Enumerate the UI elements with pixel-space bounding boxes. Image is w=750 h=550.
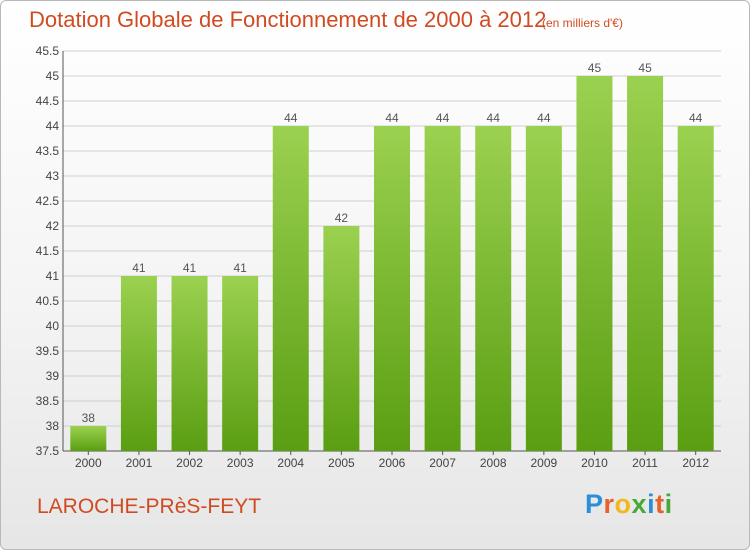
y-tick-label: 39.5 — [36, 344, 60, 358]
bar — [272, 126, 309, 451]
data-label: 38 — [82, 411, 96, 425]
logo-letter: x — [631, 489, 648, 519]
x-tick-label: 2000 — [75, 456, 102, 470]
x-tick-label: 2012 — [682, 456, 709, 470]
x-tick-label: 2004 — [277, 456, 304, 470]
x-tick-label: 2002 — [176, 456, 203, 470]
y-tick-label: 38.5 — [36, 394, 60, 408]
x-tick-label: 2007 — [429, 456, 456, 470]
x-tick-label: 2005 — [328, 456, 355, 470]
y-tick-label: 40 — [46, 319, 60, 333]
x-tick-label: 2003 — [227, 456, 254, 470]
chart-unit-label: (en milliers d'€) — [542, 16, 623, 30]
y-tick-label: 42.5 — [36, 194, 60, 208]
data-label: 41 — [233, 261, 247, 275]
y-tick-label: 45 — [46, 69, 60, 83]
y-tick-label: 45.5 — [36, 44, 60, 58]
x-tick-label: 2008 — [480, 456, 507, 470]
y-tick-label: 43.5 — [36, 144, 60, 158]
x-tick-label: 2001 — [126, 456, 153, 470]
bar — [627, 76, 664, 451]
data-label: 44 — [436, 111, 450, 125]
data-label: 41 — [183, 261, 197, 275]
data-label: 44 — [689, 111, 703, 125]
bar — [576, 76, 613, 451]
bar — [222, 276, 259, 451]
bar — [323, 226, 360, 451]
y-tick-label: 41.5 — [36, 244, 60, 258]
logo-letter: o — [614, 489, 632, 519]
y-tick-label: 39 — [46, 369, 60, 383]
y-tick-label: 37.5 — [36, 444, 60, 458]
logo-letter: i — [647, 489, 656, 519]
data-label: 41 — [132, 261, 146, 275]
y-tick-label: 42 — [46, 219, 60, 233]
bar — [70, 426, 107, 451]
y-tick-label: 44 — [46, 119, 60, 133]
bar — [374, 126, 410, 451]
data-label: 44 — [487, 111, 501, 125]
bar — [677, 126, 714, 451]
data-label: 42 — [335, 211, 349, 225]
chart-title: Dotation Globale de Fonctionnement de 20… — [29, 7, 547, 32]
bar — [424, 126, 461, 451]
y-tick-label: 43 — [46, 169, 60, 183]
data-label: 44 — [537, 111, 551, 125]
bar — [171, 276, 208, 451]
bar — [475, 126, 512, 451]
logo-letter: t — [655, 489, 665, 519]
x-tick-label: 2011 — [632, 456, 658, 470]
x-tick-label: 2009 — [530, 456, 557, 470]
y-tick-label: 40.5 — [36, 294, 60, 308]
y-tick-label: 38 — [46, 419, 60, 433]
y-tick-label: 44.5 — [36, 94, 60, 108]
data-label: 45 — [588, 61, 602, 75]
logo-letter: P — [585, 489, 604, 519]
proxiti-logo: Proxiti — [585, 489, 673, 520]
y-tick-label: 41 — [46, 269, 60, 283]
data-label: 45 — [638, 61, 652, 75]
logo-letter: i — [664, 489, 673, 519]
x-tick-label: 2010 — [581, 456, 608, 470]
commune-name: LAROCHE-PRèS-FEYT — [37, 495, 262, 518]
data-label: 44 — [284, 111, 298, 125]
data-label: 44 — [385, 111, 399, 125]
logo-letter: r — [603, 489, 615, 519]
bar — [120, 276, 157, 451]
bar — [525, 126, 562, 451]
x-tick-label: 2006 — [379, 456, 406, 470]
